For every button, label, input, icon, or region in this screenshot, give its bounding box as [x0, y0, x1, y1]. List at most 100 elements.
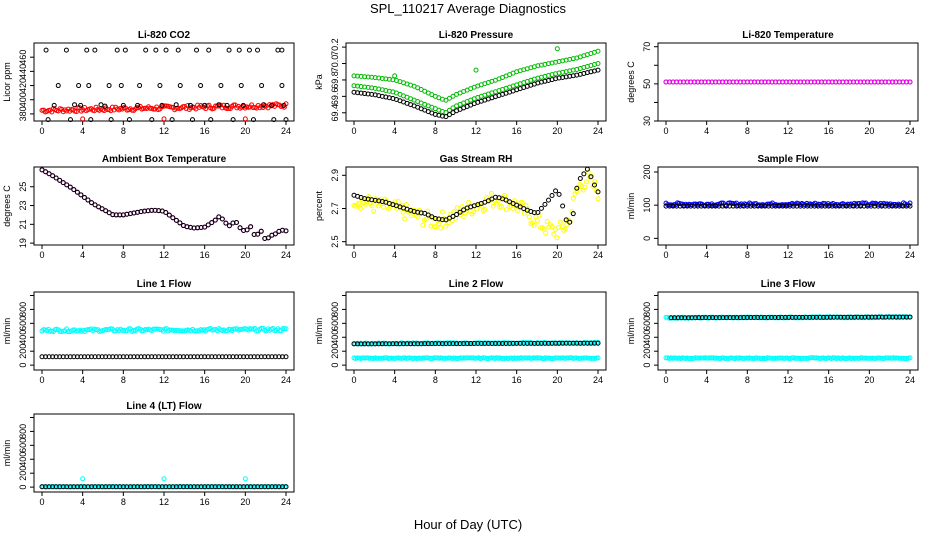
data-point: [173, 217, 179, 223]
data-point: [699, 355, 705, 361]
page-title: SPL_110217 Average Diagnostics: [369, 1, 567, 16]
data-point: [166, 212, 172, 218]
data-point: [469, 355, 475, 361]
data-point: [775, 314, 781, 320]
data-point: [548, 355, 554, 361]
data-point: [374, 355, 380, 361]
data-point: [896, 355, 902, 361]
data-point: [438, 225, 444, 231]
y-axis-label: percent: [314, 190, 324, 221]
data-point: [886, 314, 892, 320]
data-point: [216, 214, 222, 220]
data-point: [671, 355, 677, 361]
x-tick-label: 24: [281, 497, 291, 507]
data-point: [167, 327, 173, 333]
data-point: [78, 102, 84, 108]
data-point: [804, 355, 810, 361]
data-point: [71, 187, 77, 193]
x-tick-label: 24: [593, 250, 603, 260]
series-black: [351, 166, 601, 225]
data-point: [567, 219, 573, 225]
data-point: [51, 102, 57, 108]
data-point: [88, 117, 94, 123]
data-point: [801, 355, 807, 361]
x-tick-label: 12: [471, 126, 481, 136]
data-point: [495, 198, 501, 204]
data-point: [560, 203, 566, 209]
data-point: [696, 355, 702, 361]
data-point: [672, 315, 678, 321]
data-point: [120, 102, 126, 108]
data-point: [776, 355, 782, 361]
data-point: [466, 199, 472, 205]
y-tick-label: 70.2: [330, 38, 340, 56]
data-point: [549, 193, 555, 199]
y-tick-label: 69.6: [330, 88, 340, 106]
data-point: [212, 217, 218, 223]
data-point: [807, 355, 813, 361]
series-line4-red: [80, 116, 248, 122]
data-point: [187, 102, 193, 108]
data-point: [490, 203, 496, 209]
data-point: [415, 214, 421, 220]
data-point: [114, 47, 120, 53]
data-point: [446, 95, 452, 101]
data-point: [706, 315, 712, 321]
data-point: [74, 189, 80, 195]
data-point: [686, 355, 692, 361]
x-tick-label: 12: [783, 250, 793, 260]
data-point: [390, 355, 396, 361]
x-tick-label: 12: [159, 250, 169, 260]
data-point: [535, 209, 541, 215]
data-point: [595, 196, 601, 202]
x-tick-label: 4: [80, 375, 85, 385]
y-tick-label: 400: [18, 92, 28, 107]
data-point: [552, 227, 558, 233]
data-point: [907, 79, 913, 85]
data-point: [531, 223, 537, 229]
data-point: [549, 224, 555, 230]
data-point: [689, 315, 695, 321]
data-point: [539, 356, 545, 362]
data-point: [64, 182, 70, 188]
x-tick-label: 0: [39, 375, 44, 385]
data-point: [866, 355, 872, 361]
data-point: [595, 355, 601, 361]
data-point: [862, 314, 868, 320]
data-point: [520, 200, 526, 206]
data-point: [283, 326, 289, 332]
data-point: [122, 47, 128, 53]
x-tick-label: 8: [433, 126, 438, 136]
data-point: [809, 355, 815, 361]
series-upper: [351, 48, 601, 103]
x-tick-label: 0: [663, 250, 668, 260]
data-point: [827, 314, 833, 320]
data-point: [413, 355, 419, 361]
data-point: [80, 476, 86, 482]
data-point: [582, 184, 588, 190]
data-point: [585, 169, 591, 175]
data-point: [403, 201, 409, 207]
data-point: [503, 207, 509, 213]
x-tick-label: 12: [783, 126, 793, 136]
data-point: [217, 484, 223, 490]
x-tick-label: 0: [39, 497, 44, 507]
y-tick-label: 21: [18, 219, 28, 229]
x-tick-label: 0: [351, 375, 356, 385]
data-point: [595, 48, 601, 54]
series-cyan-outliers: [80, 476, 248, 482]
data-point: [467, 355, 473, 361]
data-point: [387, 355, 393, 361]
data-point: [196, 484, 202, 490]
y-tick-label: 200: [330, 344, 340, 359]
x-tick-label: 20: [864, 375, 874, 385]
data-point: [43, 47, 49, 53]
y-tick-label: 100: [642, 198, 652, 213]
data-point: [521, 210, 527, 216]
data-point: [67, 184, 73, 190]
data-point: [563, 217, 569, 223]
x-tick-label: 8: [433, 250, 438, 260]
x-tick-label: 0: [351, 126, 356, 136]
